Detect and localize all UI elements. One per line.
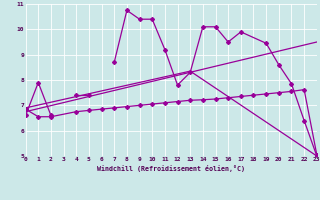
X-axis label: Windchill (Refroidissement éolien,°C): Windchill (Refroidissement éolien,°C) — [97, 165, 245, 172]
